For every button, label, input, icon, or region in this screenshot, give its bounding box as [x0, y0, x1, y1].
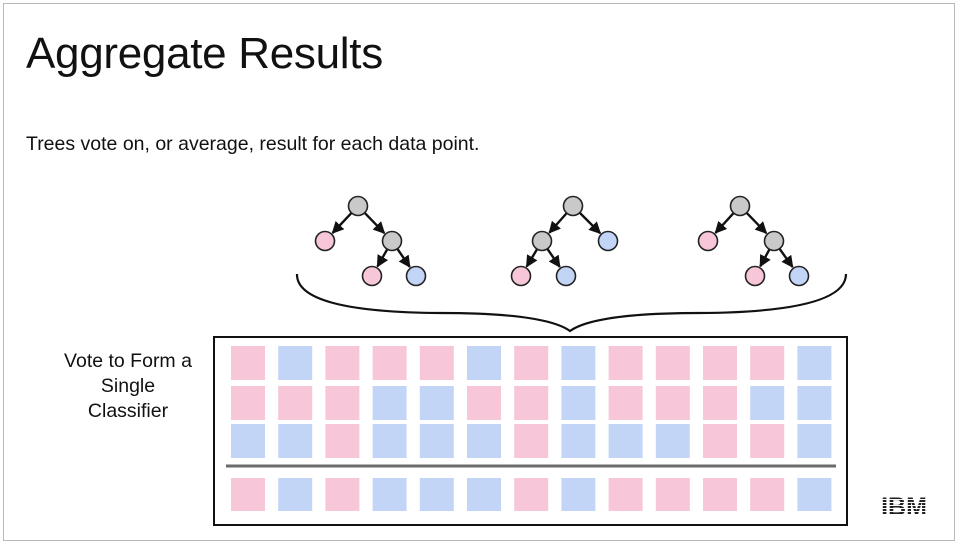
- tree-split-node: [562, 195, 584, 217]
- vote-cell: [278, 386, 313, 420]
- vote-label: Vote to Form a Single Classifier: [44, 349, 212, 424]
- tree-leaf-node: [361, 265, 383, 287]
- result-cell: [372, 478, 407, 511]
- tree-split-node: [531, 230, 553, 252]
- vote-cell: [561, 346, 596, 380]
- vote-cell: [703, 346, 737, 380]
- vote-cell: [797, 346, 832, 380]
- tree-leaf-node: [405, 265, 427, 287]
- vote-cell: [372, 424, 407, 458]
- vote-cell: [561, 424, 596, 458]
- vote-cell: [325, 346, 360, 380]
- vote-cell: [608, 424, 643, 458]
- vote-cell: [467, 346, 501, 380]
- vote-cell: [372, 346, 407, 380]
- vote-cell: [231, 346, 265, 380]
- vote-cell: [419, 424, 454, 458]
- vote-cell: [750, 346, 785, 380]
- vote-cell: [703, 424, 737, 458]
- tree-leaf-node: [597, 230, 619, 252]
- tree-split-node: [763, 230, 785, 252]
- vote-label-line-1: Vote to Form a: [64, 350, 192, 372]
- tree-edge-arrow: [778, 248, 794, 269]
- tree-edge-arrow: [396, 248, 411, 268]
- result-cell: [278, 478, 313, 511]
- vote-cell: [419, 386, 454, 420]
- tree-edge-arrow: [548, 212, 568, 234]
- vote-cell: [561, 386, 596, 420]
- tree-leaf-node: [555, 265, 577, 287]
- tree-edge-arrow: [525, 248, 539, 268]
- vote-cell: [467, 386, 501, 420]
- tree-edge-arrow: [363, 211, 386, 234]
- vote-cell: [231, 386, 265, 420]
- result-cell: [419, 478, 454, 511]
- result-cell: [655, 478, 690, 511]
- vote-cell: [325, 424, 360, 458]
- tree-leaf-node: [697, 230, 719, 252]
- tree-leaf-node: [314, 230, 336, 252]
- vote-label-line-2: Single: [100, 375, 156, 397]
- tree-edge-arrow: [714, 212, 735, 234]
- vote-cell: [655, 386, 690, 420]
- vote-cell: [325, 386, 360, 420]
- tree-split-node: [381, 230, 403, 252]
- vote-cell: [514, 424, 549, 458]
- result-cell: [325, 478, 360, 511]
- vote-cell: [608, 346, 643, 380]
- tree-3: [697, 195, 810, 287]
- vote-cell: [419, 346, 454, 380]
- vote-cell: [514, 386, 549, 420]
- tree-split-node: [347, 195, 369, 217]
- decision-trees: [314, 195, 810, 287]
- vote-cell: [278, 424, 313, 458]
- tree-edge-arrow: [759, 248, 771, 268]
- result-cell: [703, 478, 737, 511]
- result-cell: [608, 478, 643, 511]
- vote-label-line-3: Classifier: [87, 400, 169, 422]
- result-cell: [797, 478, 832, 511]
- svg-text:IBM: IBM: [881, 494, 927, 518]
- tree-edge-arrow: [546, 248, 561, 268]
- slide-subtitle: Trees vote on, or average, result for ea…: [26, 133, 480, 155]
- vote-cell: [655, 346, 690, 380]
- ibm-logo: IBM: [881, 494, 927, 518]
- vote-cell: [467, 424, 501, 458]
- vote-cell: [750, 424, 785, 458]
- result-cell: [231, 478, 265, 511]
- slide-title: Aggregate Results: [26, 29, 383, 78]
- tree-edge-arrow: [745, 211, 768, 234]
- tree-1: [314, 195, 427, 287]
- vote-cell: [703, 386, 737, 420]
- result-cell: [750, 478, 785, 511]
- tree-leaf-node: [788, 265, 810, 287]
- vote-cell: [231, 424, 265, 458]
- result-cell: [467, 478, 501, 511]
- vote-cell: [514, 346, 549, 380]
- vote-cell: [797, 424, 832, 458]
- vote-cell: [797, 386, 832, 420]
- tree-edge-arrow: [578, 211, 602, 235]
- result-row: [231, 478, 832, 511]
- tree-leaf-node: [510, 265, 532, 287]
- tree-edge-arrow: [376, 248, 389, 268]
- result-cell: [514, 478, 549, 511]
- vote-cell: [750, 386, 785, 420]
- result-cell: [561, 478, 596, 511]
- vote-cell: [372, 386, 407, 420]
- vote-cell: [655, 424, 690, 458]
- tree-split-node: [729, 195, 751, 217]
- tree-edge-arrow: [331, 212, 353, 234]
- tree-leaf-node: [744, 265, 766, 287]
- aggregation-brace: [295, 273, 848, 333]
- vote-cell: [278, 346, 313, 380]
- vote-grid: [231, 346, 832, 458]
- tree-2: [510, 195, 619, 287]
- vote-cell: [608, 386, 643, 420]
